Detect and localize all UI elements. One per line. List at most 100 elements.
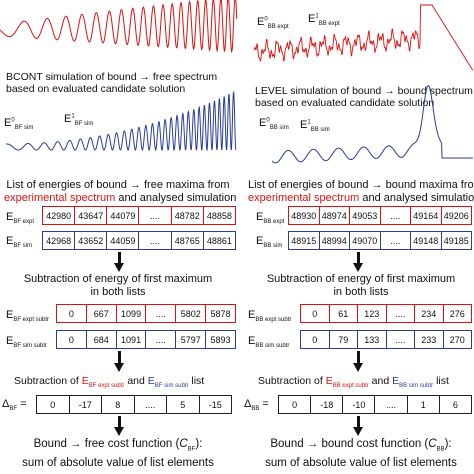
table-cell: -17 <box>68 395 102 414</box>
table-cell: -15 <box>198 395 232 414</box>
table-cell: 44079 <box>106 206 140 225</box>
bb-sim-subtr-row-label: EBB sim subtr <box>248 335 290 350</box>
table-cell: 79 <box>328 330 358 349</box>
table-cell: 123 <box>357 304 387 323</box>
bf-expt-subtr-row: 0 667 1099 .... 5802 5878 <box>56 304 236 323</box>
table-cell: .... <box>145 304 177 323</box>
table-cell: 0 <box>300 330 330 349</box>
table-cell: 49164 <box>410 206 442 225</box>
bb-sim-e0-label: E0BB sim <box>259 117 289 132</box>
bb-expt-row-label: EBB expt <box>256 211 285 226</box>
table-cell: 49070 <box>349 231 381 250</box>
table-cell: 5802 <box>175 304 207 323</box>
table-cell: 48782 <box>170 206 204 225</box>
table-cell: -10 <box>342 395 376 414</box>
level-caption-1: LEVEL simulation of bound → bound spectr… <box>255 85 473 97</box>
table-cell: 49206 <box>440 206 472 225</box>
table-cell: 6 <box>438 395 473 414</box>
table-cell: 43647 <box>74 206 108 225</box>
table-cell: 48858 <box>202 206 237 225</box>
table-cell: 5878 <box>205 304 236 323</box>
table-cell: .... <box>138 231 172 250</box>
table-cell: 276 <box>442 304 472 323</box>
bf-delta-label: ΔBF = <box>2 398 27 413</box>
down-arrow-icon <box>114 416 124 436</box>
bf-sim-subtr-row-label: EBF sim subtr <box>6 335 48 350</box>
bf-sim-e0-label: E0BF sim <box>4 117 34 132</box>
table-cell: .... <box>374 395 408 414</box>
table-cell: 1099 <box>115 304 147 323</box>
bf-list-title: List of energies of bound → free maxima … <box>4 179 237 204</box>
bb-list-title: List of energies of bound → bound maxima… <box>248 179 474 204</box>
down-arrow-icon <box>353 351 363 372</box>
bf-expt-spectrum <box>0 0 238 54</box>
down-arrow-icon <box>353 416 363 436</box>
table-cell: 0 <box>277 395 312 414</box>
bb-expt-e1-label: E1BB expt <box>308 13 340 28</box>
table-cell: .... <box>138 206 172 225</box>
table-cell: 48994 <box>318 231 350 250</box>
bb-sim-e1-label: E1BB sim <box>300 119 330 134</box>
bb-sim-spectrum <box>271 85 473 164</box>
bf-subtraction-title: Subtraction of energy of first maximum i… <box>23 273 213 298</box>
bb-expt-e0-label: E0BB expt <box>257 16 289 31</box>
bcont-caption-1: BCONT simulation of bound → free spectru… <box>6 71 218 83</box>
bb-sim-subtr-row: 0 79 133 .... 233 270 <box>300 330 472 349</box>
table-cell: 49185 <box>440 231 472 250</box>
table-cell: 48974 <box>318 206 350 225</box>
table-cell: 1 <box>406 395 440 414</box>
table-cell: 133 <box>357 330 387 349</box>
table-cell: 49148 <box>410 231 442 250</box>
table-cell: 234 <box>414 304 444 323</box>
table-cell: 48765 <box>170 231 204 250</box>
bb-expt-subtr-row-label: EBB expt subtr <box>248 309 292 324</box>
table-cell: 0 <box>36 395 70 414</box>
table-cell: -18 <box>310 395 344 414</box>
table-cell: 42980 <box>41 206 76 225</box>
bb-expt-spectrum <box>253 4 474 71</box>
bf-sim-subtr-row: 0 684 1091 .... 5797 5893 <box>56 330 236 349</box>
bf-diff-title: Subtraction of EBF expt subtr and EBF si… <box>14 375 205 390</box>
bf-expt-row: 42980 43647 44079 .... 48782 48858 <box>41 206 237 225</box>
table-cell: 8 <box>101 395 135 414</box>
table-cell: 48915 <box>288 231 320 250</box>
bf-expt-subtr-row-label: EBF expt subtr <box>6 309 50 324</box>
table-cell: .... <box>379 231 411 250</box>
table-cell: 48861 <box>202 231 237 250</box>
table-cell: 5797 <box>175 330 207 349</box>
table-cell: .... <box>145 330 177 349</box>
table-cell: 61 <box>328 304 358 323</box>
bf-sim-row-label: EBF sim <box>6 235 33 250</box>
table-cell: 0 <box>56 304 87 323</box>
table-cell: 0 <box>56 330 87 349</box>
bb-sim-row: 48915 48994 49070 .... 49148 49185 <box>288 231 472 250</box>
table-cell: 5893 <box>205 330 236 349</box>
bb-delta-label: ΔBB = <box>244 398 269 413</box>
bf-sim-e1-label: E1BF sim <box>64 113 94 128</box>
down-arrow-icon <box>114 252 124 272</box>
table-cell: .... <box>133 395 167 414</box>
table-cell: 48930 <box>288 206 320 225</box>
table-cell: 667 <box>85 304 117 323</box>
bb-delta-row: 0 -18 -10 .... 1 6 <box>277 395 473 414</box>
table-cell: 5 <box>166 395 200 414</box>
bf-sim-row: 42968 43652 44059 .... 48765 48861 <box>41 231 237 250</box>
bf-cost-function: Bound → free cost function (CBF): sum of… <box>22 438 214 470</box>
bf-sim-spectrum <box>6 91 237 152</box>
bb-subtraction-title: Subtraction of energy of first maximum i… <box>266 273 456 298</box>
table-cell: 233 <box>414 330 444 349</box>
table-cell: .... <box>385 330 415 349</box>
bf-delta-row: 0 -17 8 .... 5 -15 <box>36 395 232 414</box>
bb-expt-subtr-row: 0 61 123 .... 234 276 <box>300 304 472 323</box>
table-cell: 684 <box>85 330 117 349</box>
table-cell: .... <box>385 304 415 323</box>
bb-expt-row: 48930 48974 49053 .... 49164 49206 <box>288 206 472 225</box>
table-cell: 43652 <box>74 231 108 250</box>
bb-cost-function: Bound → bound cost function (CBB): sum o… <box>265 438 457 470</box>
bb-sim-row-label: EBB sim <box>256 235 283 250</box>
table-cell: 1091 <box>115 330 147 349</box>
table-cell: 270 <box>442 330 472 349</box>
table-cell: 44059 <box>106 231 140 250</box>
bf-expt-row-label: EBF expt <box>6 211 35 226</box>
table-cell: 0 <box>300 304 330 323</box>
